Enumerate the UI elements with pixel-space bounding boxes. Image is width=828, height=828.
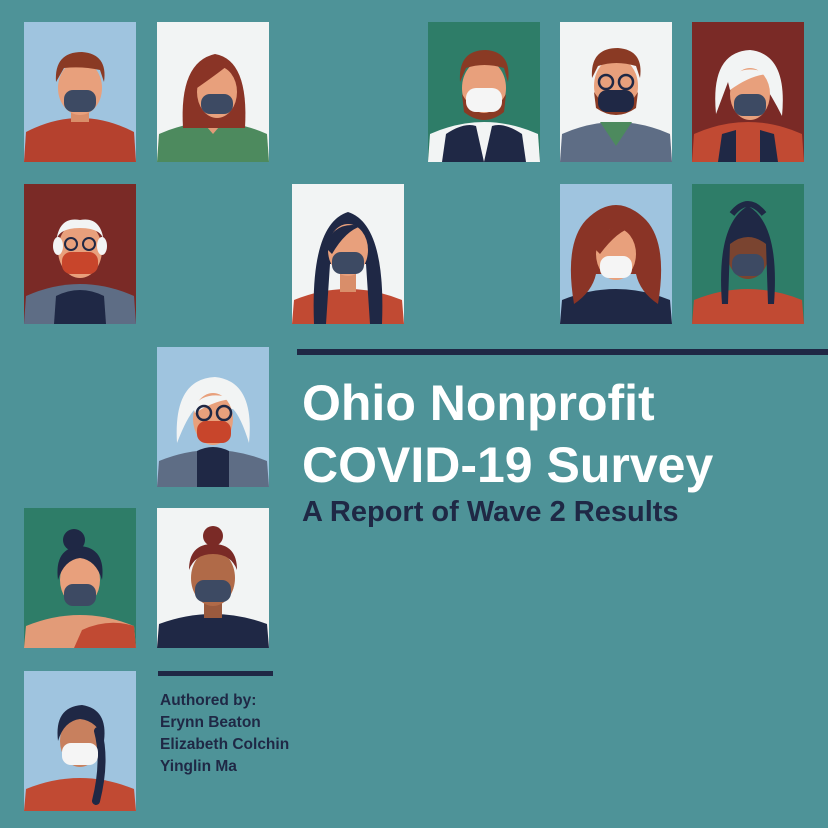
portrait-older-woman-glasses (157, 347, 269, 487)
portrait-man-locs (692, 184, 804, 324)
author-name: Erynn Beaton (160, 714, 261, 731)
portrait-woman-curly-red-hair (560, 184, 672, 324)
masked-person-illustration (157, 508, 269, 648)
portrait-man-brown-hair (24, 22, 136, 162)
title-rule (297, 349, 828, 355)
author-name: Yinglin Ma (160, 758, 237, 775)
portrait-older-woman-white-hair (692, 22, 804, 162)
portrait-man-topknot (157, 508, 269, 648)
report-subtitle: A Report of Wave 2 Results (302, 496, 679, 528)
masked-person-illustration (692, 22, 804, 162)
masked-person-illustration (560, 184, 672, 324)
masked-person-illustration (157, 22, 269, 162)
masked-person-illustration (24, 508, 136, 648)
authors-heading: Authored by: (160, 692, 257, 709)
masked-person-illustration (692, 184, 804, 324)
masked-person-illustration (292, 184, 404, 324)
masked-person-illustration (24, 184, 136, 324)
masked-person-illustration (157, 347, 269, 487)
authors-rule (158, 671, 273, 676)
masked-person-illustration (24, 671, 136, 811)
masked-person-illustration (428, 22, 540, 162)
portrait-woman-bun (24, 508, 136, 648)
portrait-older-man (24, 184, 136, 324)
title-line-2: COVID-19 Survey (302, 437, 714, 493)
masked-person-illustration (560, 22, 672, 162)
masked-person-illustration (24, 22, 136, 162)
author-block: Authored by: Erynn Beaton Elizabeth Colc… (160, 690, 289, 778)
portrait-man-glasses (560, 22, 672, 162)
author-name: Elizabeth Colchin (160, 736, 290, 753)
title-line-1: Ohio Nonprofit (302, 375, 655, 431)
portrait-man-beard-vest (428, 22, 540, 162)
portrait-woman-long-black-hair (292, 184, 404, 324)
report-title: Ohio Nonprofit COVID-19 Survey (302, 372, 713, 496)
portrait-woman-auburn-bob (157, 22, 269, 162)
portrait-woman-braid (24, 671, 136, 811)
